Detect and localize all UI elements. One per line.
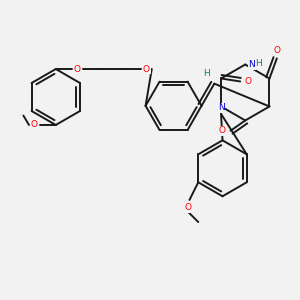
Text: O: O bbox=[184, 203, 191, 212]
Text: N: N bbox=[248, 60, 255, 69]
Text: O: O bbox=[219, 126, 226, 135]
Text: N: N bbox=[218, 103, 224, 112]
Text: O: O bbox=[143, 64, 150, 74]
Text: H: H bbox=[203, 69, 209, 78]
Text: O: O bbox=[31, 121, 38, 130]
Text: H: H bbox=[255, 58, 262, 68]
Text: O: O bbox=[273, 46, 280, 55]
Text: O: O bbox=[74, 64, 81, 74]
Text: O: O bbox=[245, 77, 252, 86]
